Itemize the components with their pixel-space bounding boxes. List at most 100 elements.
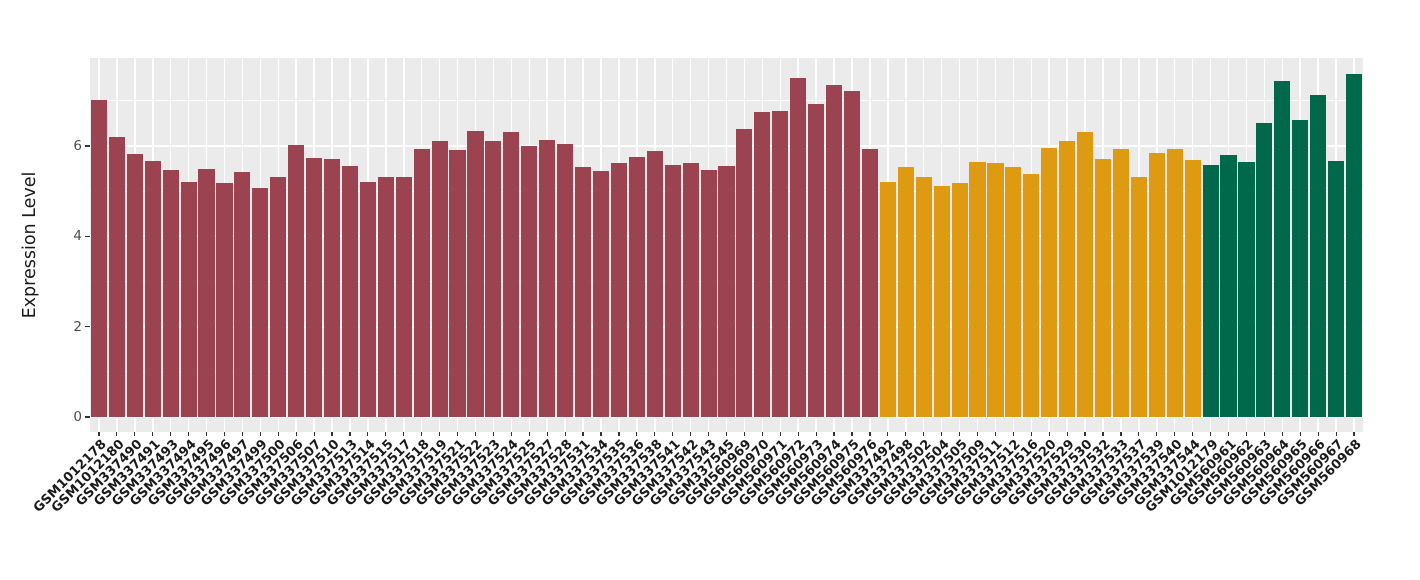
bar — [933, 186, 950, 417]
bar — [1166, 148, 1183, 417]
bar — [234, 172, 251, 417]
y-tick-label: 0 — [73, 409, 82, 425]
h-gridline-minor — [90, 100, 1363, 102]
x-tick — [743, 432, 746, 436]
bar — [664, 164, 681, 417]
x-tick — [654, 432, 656, 436]
x-tick — [941, 432, 943, 436]
bar — [341, 165, 359, 417]
x-tick — [994, 432, 997, 436]
bar — [826, 84, 843, 417]
bar — [592, 170, 610, 417]
x-tick — [1245, 432, 1248, 436]
bar — [288, 145, 305, 417]
x-tick — [869, 432, 871, 436]
bar — [1292, 119, 1309, 417]
x-tick — [170, 432, 172, 436]
bar — [915, 177, 932, 417]
bar — [539, 140, 556, 417]
bar — [521, 146, 538, 417]
x-tick — [905, 432, 907, 436]
bar — [736, 129, 753, 417]
x-tick — [98, 432, 100, 436]
x-tick — [1102, 432, 1104, 436]
x-tick — [851, 432, 853, 436]
bar — [682, 162, 699, 417]
bar — [1059, 141, 1076, 417]
x-tick — [618, 432, 620, 436]
x-tick — [1335, 432, 1337, 436]
bar — [144, 160, 161, 417]
bar — [503, 131, 520, 417]
bar — [162, 169, 179, 417]
bar — [449, 150, 466, 417]
x-tick — [421, 432, 423, 436]
x-tick — [1281, 432, 1283, 436]
bar — [1041, 147, 1058, 417]
x-tick — [707, 432, 710, 436]
x-tick — [456, 432, 459, 436]
bar — [772, 110, 789, 417]
bar — [198, 169, 215, 417]
x-tick — [887, 432, 889, 436]
bar — [879, 182, 896, 417]
bar — [610, 163, 627, 417]
x-tick — [564, 432, 566, 436]
bar — [359, 181, 376, 417]
bar — [718, 165, 735, 417]
x-tick — [223, 432, 226, 436]
x-tick — [152, 432, 154, 436]
bar — [126, 154, 143, 417]
bar — [861, 149, 878, 417]
x-tick — [1138, 432, 1140, 436]
x-tick — [779, 432, 781, 436]
x-tick — [1209, 432, 1212, 436]
bar — [1023, 174, 1040, 417]
x-tick — [815, 432, 817, 436]
x-tick — [1030, 432, 1032, 436]
bar — [1112, 148, 1129, 417]
x-tick — [1353, 432, 1355, 436]
x-tick — [833, 432, 835, 436]
plot-panel — [90, 58, 1363, 432]
bar — [951, 182, 968, 417]
x-tick — [205, 432, 208, 436]
bar — [431, 141, 448, 417]
bar — [90, 99, 108, 417]
bar — [1077, 132, 1094, 417]
bar — [790, 78, 807, 417]
bar — [969, 161, 986, 417]
bar — [252, 187, 269, 417]
bar — [377, 176, 394, 417]
x-tick — [1048, 432, 1050, 436]
x-tick — [1174, 432, 1176, 436]
x-tick — [295, 432, 297, 436]
bar — [1220, 155, 1237, 417]
x-tick — [923, 432, 925, 436]
x-tick — [313, 432, 315, 436]
bar — [1184, 160, 1201, 417]
x-tick — [1012, 432, 1014, 436]
x-tick — [134, 432, 136, 436]
h-gridline-major — [90, 145, 1363, 147]
x-tick — [1299, 432, 1301, 436]
y-axis-title: Expression Level — [20, 171, 40, 319]
x-tick — [439, 432, 441, 436]
bar — [1005, 167, 1022, 417]
x-tick — [241, 432, 243, 436]
bar — [808, 104, 825, 417]
bar — [270, 176, 287, 417]
y-tick — [85, 145, 90, 147]
x-tick — [761, 432, 763, 436]
bar — [1345, 74, 1363, 417]
x-tick — [546, 432, 548, 436]
h-gridline-major — [90, 416, 1363, 418]
y-tick-label: 6 — [73, 138, 82, 154]
bar — [1328, 160, 1345, 417]
x-tick — [672, 432, 674, 436]
bar — [1094, 159, 1112, 417]
x-tick — [259, 432, 261, 436]
bar — [1274, 80, 1291, 417]
x-tick — [331, 432, 333, 436]
x-tick — [690, 432, 692, 436]
